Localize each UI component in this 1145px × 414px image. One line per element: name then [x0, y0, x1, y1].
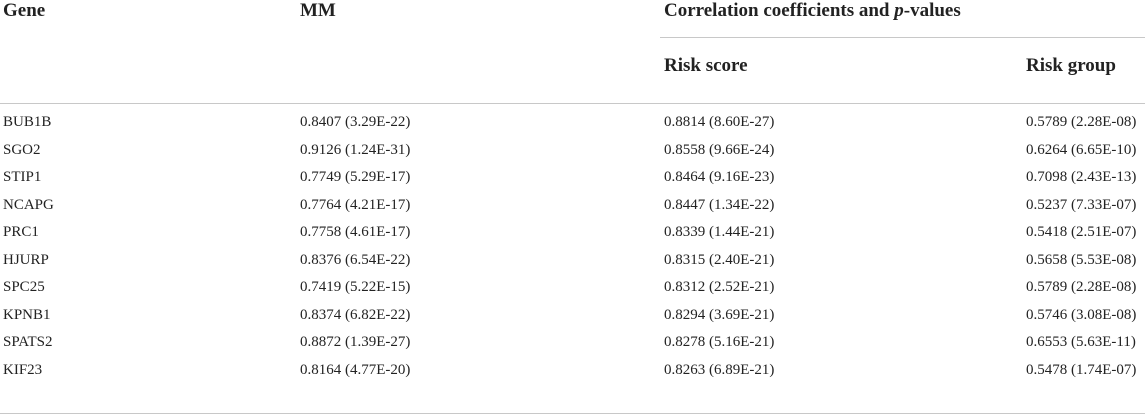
cell-risk-score: 0.8339 (1.44E-21) — [664, 224, 775, 240]
cell-mm: 0.8376 (6.54E-22) — [300, 251, 411, 268]
cell-gene: PRC1 — [3, 224, 39, 240]
cell-gene: KPNB1 — [3, 306, 51, 323]
cell-risk-score: 0.8558 (9.66E-24) — [664, 141, 775, 158]
cell-risk-group: 0.7098 (2.43E-13) — [1026, 169, 1137, 185]
cell-risk-group: 0.5478 (1.74E-07) — [1026, 361, 1137, 378]
cell-mm: 0.8374 (6.82E-22) — [300, 306, 411, 323]
cell-mm: 0.8407 (3.29E-22) — [300, 114, 411, 130]
cell-gene: BUB1B — [3, 114, 52, 130]
cell-risk-group: 0.5658 (5.53E-08) — [1026, 251, 1137, 268]
cell-risk-score: 0.8464 (9.16E-23) — [664, 169, 775, 185]
cell-risk-score: 0.8294 (3.69E-21) — [664, 306, 775, 323]
header-correlation-p: p — [894, 0, 904, 21]
cell-risk-group: 0.5789 (2.28E-08) — [1026, 279, 1137, 295]
cell-risk-score: 0.8447 (1.34E-22) — [664, 196, 775, 213]
cell-risk-score: 0.8312 (2.52E-21) — [664, 279, 775, 295]
cell-gene: STIP1 — [3, 169, 42, 185]
header-subrule — [660, 37, 1145, 38]
cell-gene: SPATS2 — [3, 334, 53, 350]
cell-mm: 0.8164 (4.77E-20) — [300, 361, 411, 378]
header-risk-score: Risk score — [664, 55, 748, 76]
header-gene: Gene — [3, 0, 46, 21]
cell-risk-group: 0.5789 (2.28E-08) — [1026, 114, 1137, 130]
cell-risk-group: 0.6553 (5.63E-11) — [1026, 334, 1136, 350]
header-mm: MM — [300, 0, 336, 21]
cell-risk-score: 0.8315 (2.40E-21) — [664, 251, 775, 268]
cell-gene: NCAPG — [3, 196, 54, 213]
header-correlation-prefix: Correlation coefficients and — [664, 0, 895, 21]
cell-risk-group: 0.6264 (6.65E-10) — [1026, 141, 1137, 158]
header-correlation: Correlation coefficients and p-values — [664, 0, 961, 22]
cell-mm: 0.8872 (1.39E-27) — [300, 334, 411, 350]
header-correlation-suffix: -values — [903, 0, 961, 21]
cell-risk-score: 0.8278 (5.16E-21) — [664, 334, 775, 350]
cell-mm: 0.7758 (4.61E-17) — [300, 224, 411, 240]
cell-risk-group: 0.5418 (2.51E-07) — [1026, 224, 1137, 240]
cell-gene: KIF23 — [3, 361, 43, 378]
cell-risk-group: 0.5237 (7.33E-07) — [1026, 196, 1137, 213]
cell-risk-score: 0.8263 (6.89E-21) — [664, 361, 775, 378]
cell-gene: SPC25 — [3, 279, 45, 295]
cell-gene: HJURP — [3, 251, 49, 268]
header-risk-group: Risk group — [1026, 55, 1116, 76]
cell-mm: 0.7764 (4.21E-17) — [300, 196, 411, 213]
header-bottom-rule — [0, 103, 1145, 104]
cell-mm: 0.9126 (1.24E-31) — [300, 141, 411, 158]
cell-mm: 0.7749 (5.29E-17) — [300, 169, 411, 185]
cell-risk-score: 0.8814 (8.60E-27) — [664, 114, 775, 130]
cell-gene: SGO2 — [3, 141, 41, 158]
cell-risk-group: 0.5746 (3.08E-08) — [1026, 306, 1137, 323]
cell-mm: 0.7419 (5.22E-15) — [300, 279, 411, 295]
